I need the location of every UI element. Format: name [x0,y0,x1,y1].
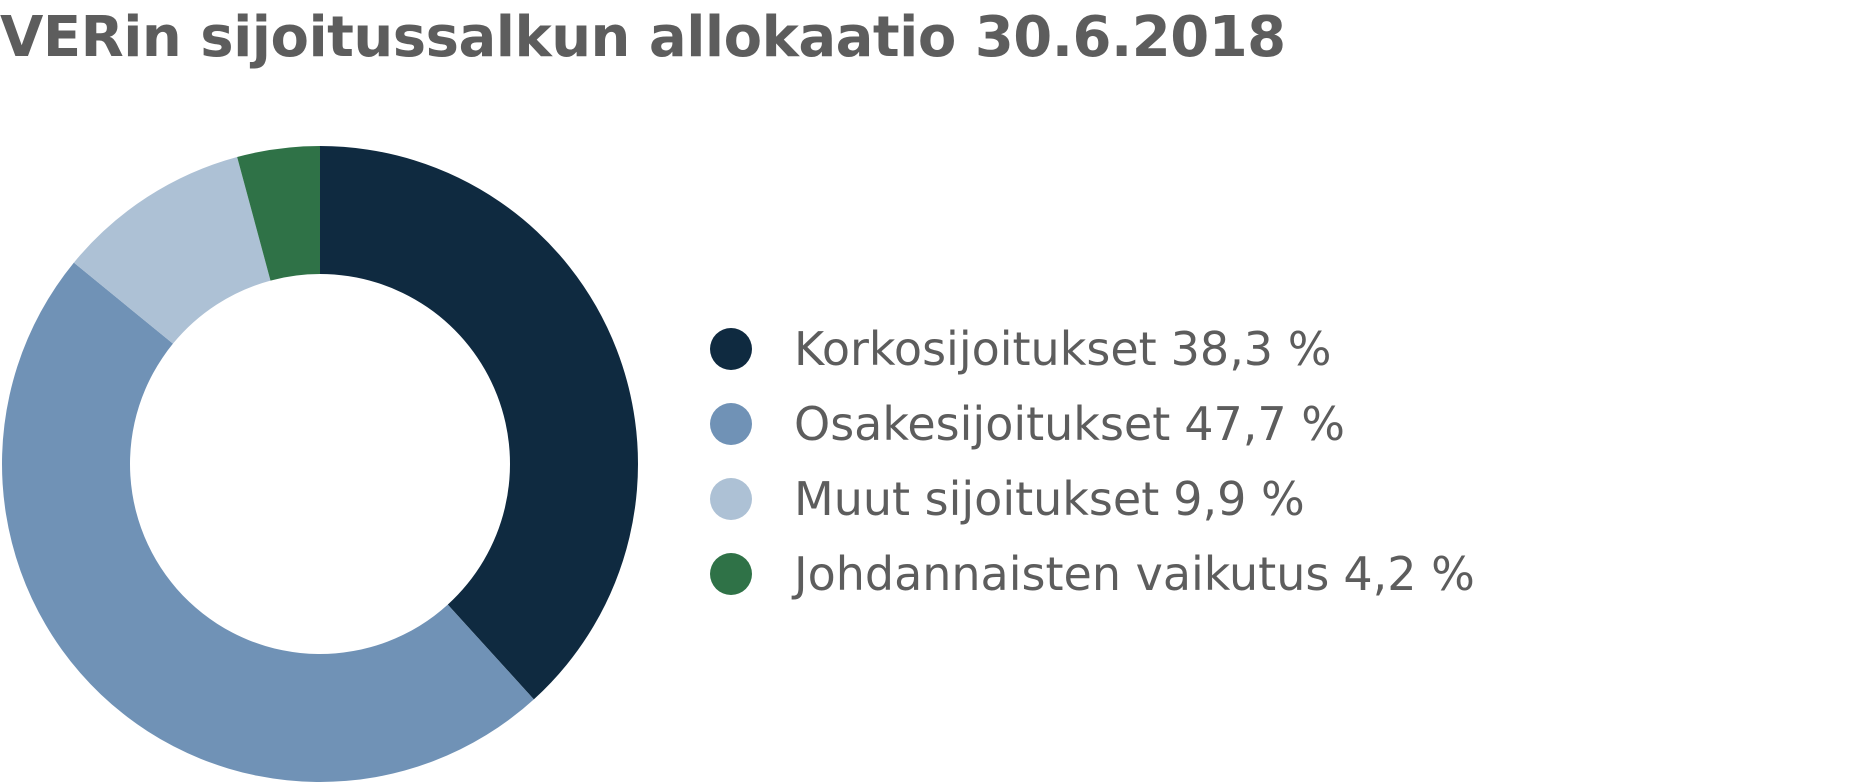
legend-item-johdannaisten-vaikutus: Johdannaisten vaikutus 4,2 % [710,536,1475,611]
legend-name-osakesijoitukset: Osakesijoitukset [794,396,1171,451]
legend-value-korkosijoitukset: 38,3 % [1170,321,1332,376]
legend-name-muut-sijoitukset: Muut sijoitukset [794,471,1160,526]
legend-swatch-korkosijoitukset [710,327,752,370]
legend-value-muut-sijoitukset: 9,9 % [1173,471,1305,526]
legend-swatch-muut-sijoitukset [710,477,752,520]
legend-name-korkosijoitukset: Korkosijoitukset [794,321,1157,376]
donut-slice-johdannaisten-vaikutus [237,146,320,281]
legend-value-johdannaisten-vaikutus: 4,2 % [1343,546,1475,601]
donut-slice-muut-sijoitukset [73,156,271,344]
legend-label-johdannaisten-vaikutus: Johdannaisten vaikutus 4,2 % [794,547,1475,601]
legend-name-johdannaisten-vaikutus: Johdannaisten vaikutus [794,546,1330,601]
legend-label-muut-sijoitukset: Muut sijoitukset 9,9 % [794,472,1305,526]
legend-swatch-johdannaisten-vaikutus [710,552,752,595]
legend-item-korkosijoitukset: Korkosijoitukset 38,3 % [710,311,1475,386]
legend-value-osakesijoitukset: 47,7 % [1184,396,1346,451]
legend-item-muut-sijoitukset: Muut sijoitukset 9,9 % [710,461,1475,536]
legend-item-osakesijoitukset: Osakesijoitukset 47,7 % [710,386,1475,461]
donut-chart [2,146,638,782]
legend-swatch-osakesijoitukset [710,402,752,445]
legend-label-korkosijoitukset: Korkosijoitukset 38,3 % [794,322,1331,376]
legend-label-osakesijoitukset: Osakesijoitukset 47,7 % [794,397,1345,451]
chart-title: VERin sijoitussalkun allokaatio 30.6.201… [0,5,1286,70]
legend: Korkosijoitukset 38,3 % Osakesijoitukset 4… [710,311,1475,611]
donut-slice-korkosijoitukset [320,146,638,700]
donut-slice-osakesijoitukset [2,262,534,782]
